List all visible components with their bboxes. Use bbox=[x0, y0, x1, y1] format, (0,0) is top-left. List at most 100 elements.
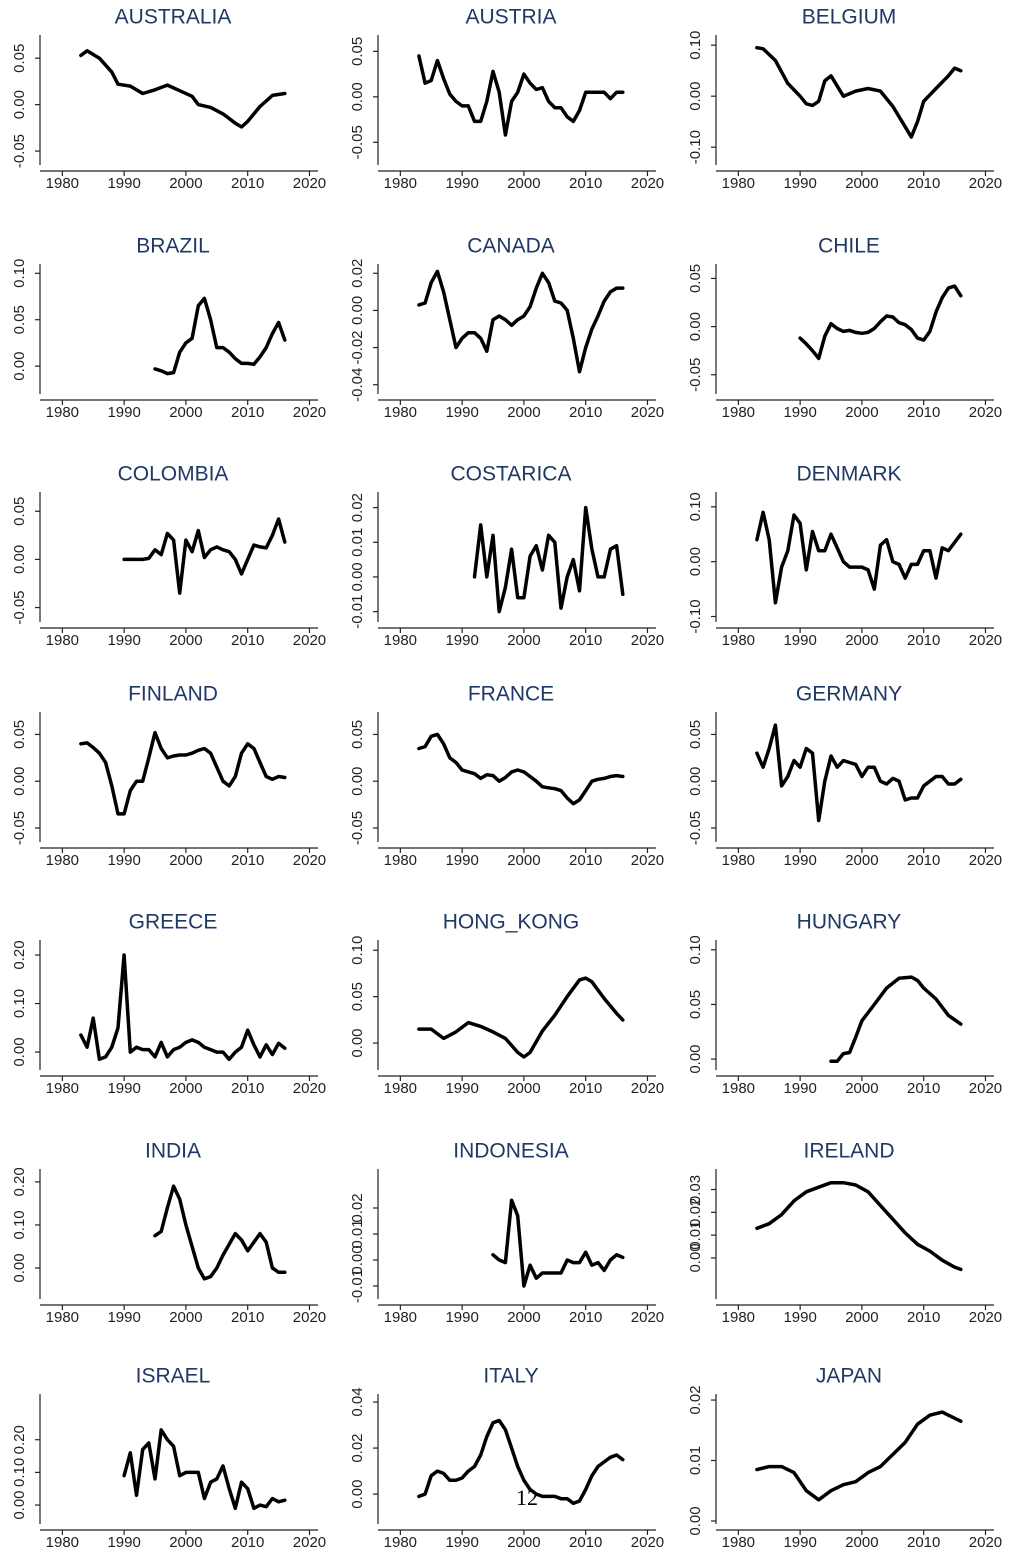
x-tick-label: 1980 bbox=[384, 175, 417, 192]
x-tick-label: 2020 bbox=[293, 175, 326, 192]
x-tick-label: 1980 bbox=[46, 632, 79, 649]
y-tick-label: 0.05 bbox=[11, 497, 28, 526]
series-line bbox=[79, 730, 287, 816]
x-tick-label: 2000 bbox=[845, 175, 878, 192]
y-tick-label: 0.02 bbox=[687, 1198, 704, 1227]
x-tick-label: 2010 bbox=[231, 632, 264, 649]
y-tick-label: 0.02 bbox=[349, 493, 366, 522]
y-tick-label: 0.00 bbox=[349, 1245, 366, 1274]
series-line bbox=[491, 1198, 625, 1288]
y-tick-label: 0.05 bbox=[687, 720, 704, 749]
x-tick-label: 2010 bbox=[907, 1080, 940, 1097]
y-tick-label: 0.00 bbox=[11, 352, 28, 381]
y-tick-label: 0.10 bbox=[687, 31, 704, 60]
x-tick-label: 2000 bbox=[845, 404, 878, 421]
panel: JAPAN 0.00 0.01 0.02 1980 1990 2000 2010 2020 bbox=[687, 1365, 1002, 1551]
x-tick-label: 2000 bbox=[507, 1080, 540, 1097]
chart-title: HUNGARY bbox=[797, 911, 902, 934]
series-line bbox=[79, 953, 287, 1062]
panel: FINLAND -0.05 0.00 0.05 1980 1990 2000 2010 2020 bbox=[11, 683, 326, 869]
y-tick-label: 0.10 bbox=[349, 936, 366, 965]
x-tick-label: 2020 bbox=[293, 852, 326, 869]
x-tick-label: 1980 bbox=[722, 175, 755, 192]
x-tick-label: 1990 bbox=[107, 852, 140, 869]
panel: BELGIUM -0.10 0.00 0.10 1980 1990 2000 2010 2020 bbox=[687, 6, 1002, 192]
x-tick-label: 2020 bbox=[969, 1534, 1002, 1551]
x-tick-label: 2020 bbox=[293, 404, 326, 421]
y-tick-label: 0.02 bbox=[349, 1193, 366, 1222]
x-tick-label: 1980 bbox=[384, 1080, 417, 1097]
y-tick-label: 0.05 bbox=[349, 37, 366, 66]
panel: GERMANY -0.05 0.00 0.05 1980 1990 2000 2010 2020 bbox=[687, 683, 1002, 869]
series-line bbox=[153, 1184, 287, 1281]
panel: HUNGARY 0.00 0.05 0.10 1980 1990 2000 2010 2020 bbox=[687, 911, 1002, 1097]
y-tick-label: 0.02 bbox=[349, 1433, 366, 1462]
x-tick-label: 1990 bbox=[107, 632, 140, 649]
x-tick-label: 2010 bbox=[231, 1080, 264, 1097]
series-line bbox=[472, 505, 625, 614]
y-tick-label: 0.10 bbox=[11, 1458, 28, 1487]
x-tick-label: 2000 bbox=[845, 1309, 878, 1326]
x-tick-label: 2020 bbox=[631, 1534, 664, 1551]
y-tick-label: 0.02 bbox=[349, 259, 366, 288]
x-tick-label: 2020 bbox=[969, 404, 1002, 421]
series-line bbox=[798, 284, 963, 361]
x-tick-label: 2020 bbox=[631, 404, 664, 421]
y-tick-label: 0.05 bbox=[349, 720, 366, 749]
x-tick-label: 1980 bbox=[46, 1080, 79, 1097]
y-tick-label: 0.00 bbox=[349, 296, 366, 325]
y-tick-label: -0.05 bbox=[687, 811, 704, 845]
y-tick-label: 0.05 bbox=[687, 264, 704, 293]
x-tick-label: 2000 bbox=[169, 852, 202, 869]
x-tick-label: 2000 bbox=[169, 1534, 202, 1551]
y-tick-label: 0.20 bbox=[11, 1425, 28, 1454]
series-line bbox=[79, 49, 287, 129]
y-tick-label: -0.10 bbox=[687, 599, 704, 633]
x-tick-label: 2000 bbox=[169, 1309, 202, 1326]
x-tick-label: 2020 bbox=[293, 1309, 326, 1326]
x-tick-label: 1980 bbox=[46, 1309, 79, 1326]
series-line bbox=[755, 723, 963, 823]
x-tick-label: 2000 bbox=[507, 852, 540, 869]
x-tick-label: 1990 bbox=[783, 1080, 816, 1097]
y-tick-label: -0.05 bbox=[11, 811, 28, 845]
x-tick-label: 1980 bbox=[384, 404, 417, 421]
x-tick-label: 2010 bbox=[907, 1309, 940, 1326]
x-tick-label: 1990 bbox=[445, 175, 478, 192]
x-tick-label: 2010 bbox=[907, 852, 940, 869]
y-tick-label: 0.00 bbox=[687, 1044, 704, 1073]
page-number: 12 bbox=[516, 1485, 538, 1510]
chart-title: BELGIUM bbox=[802, 6, 897, 29]
y-tick-label: 0.05 bbox=[687, 990, 704, 1019]
x-tick-label: 2000 bbox=[507, 175, 540, 192]
y-tick-label: 0.10 bbox=[687, 492, 704, 521]
x-tick-label: 1980 bbox=[384, 852, 417, 869]
panel: DENMARK -0.10 0.00 0.10 1980 1990 2000 2010 2020 bbox=[687, 463, 1002, 649]
series-line bbox=[122, 1428, 287, 1511]
x-tick-label: 2020 bbox=[293, 632, 326, 649]
chart-title: FINLAND bbox=[128, 683, 218, 706]
y-tick-label: 0.01 bbox=[687, 1221, 704, 1250]
panel: AUSTRALIA -0.05 0.00 0.05 1980 1990 2000 2010 20… bbox=[11, 6, 326, 192]
y-tick-label: 0.00 bbox=[687, 767, 704, 796]
x-tick-label: 1990 bbox=[445, 1080, 478, 1097]
x-tick-label: 1980 bbox=[384, 1534, 417, 1551]
x-tick-label: 1990 bbox=[445, 1534, 478, 1551]
y-tick-label: 0.04 bbox=[349, 1387, 366, 1416]
y-tick-label: 0.00 bbox=[687, 1506, 704, 1535]
x-tick-label: 1980 bbox=[722, 852, 755, 869]
y-tick-label: 0.00 bbox=[11, 767, 28, 796]
x-tick-label: 1990 bbox=[783, 632, 816, 649]
panel: INDONESIA -0.010.000.010.02 1980 1990 2000 20… bbox=[349, 1140, 664, 1326]
x-tick-label: 1980 bbox=[46, 1534, 79, 1551]
x-tick-label: 2000 bbox=[507, 1534, 540, 1551]
x-tick-label: 2000 bbox=[845, 632, 878, 649]
y-tick-label: 0.00 bbox=[349, 562, 366, 591]
x-tick-label: 1980 bbox=[384, 632, 417, 649]
panel: FRANCE -0.05 0.00 0.05 1980 1990 2000 2010 2020 bbox=[349, 683, 664, 869]
x-tick-label: 2010 bbox=[569, 852, 602, 869]
series-line bbox=[755, 45, 963, 139]
x-tick-label: 2000 bbox=[845, 1534, 878, 1551]
chart-title: AUSTRIA bbox=[465, 6, 556, 29]
